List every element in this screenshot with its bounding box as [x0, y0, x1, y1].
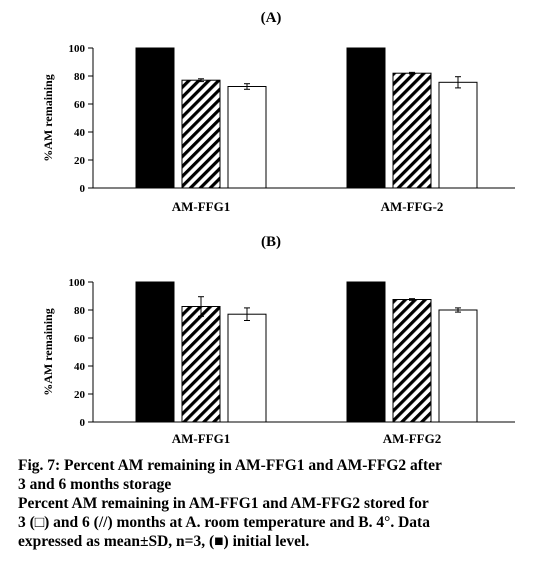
y-tick-label: 0: [80, 183, 86, 195]
bar-3: [438, 81, 478, 189]
caption-line-5: expressed as mean±SD, n=3, (■) initial l…: [18, 533, 310, 550]
bar-1: [135, 281, 175, 423]
bar-2: [181, 306, 221, 423]
y-tick-label: 80: [74, 71, 86, 83]
bar-3: [227, 86, 267, 189]
caption-line-1: Fig. 7: Percent AM remaining in AM-FFG1 …: [18, 457, 442, 474]
y-axis-label: %AM remaining: [41, 308, 55, 395]
bar-1: [346, 47, 386, 189]
chart-panel-1: (A) 0 20 40 60 80 100 %AM remaining AM-FFG1 AM-FF…: [41, 10, 515, 214]
bar-3: [438, 309, 478, 423]
y-tick-label: 40: [74, 361, 86, 373]
caption-line-2: 3 and 6 months storage: [18, 476, 172, 493]
category-label: AM-FFG1: [172, 199, 230, 214]
bar-2: [392, 72, 432, 189]
y-tick-label: 20: [74, 389, 86, 401]
bar-1: [346, 281, 386, 423]
chart-title: (B): [261, 234, 281, 250]
caption-line-3: Percent AM remaining in AM-FFG1 and AM-F…: [18, 495, 429, 512]
bar-2: [392, 299, 432, 423]
figure-caption: Fig. 7: Percent AM remaining in AM-FFG1 …: [18, 456, 538, 551]
y-tick-label: 60: [74, 99, 86, 111]
chart-title: (A): [261, 10, 282, 26]
chart-panel-2: (B) 0 20 40 60 80 100 %AM remaining AM-FFG1 AM-FF…: [41, 234, 515, 446]
y-tick-label: 20: [74, 155, 86, 167]
y-tick-label: 0: [80, 417, 86, 429]
y-tick-label: 80: [74, 305, 86, 317]
category-label: AM-FFG2: [383, 431, 441, 446]
y-tick-label: 100: [69, 43, 86, 55]
bar-2: [181, 79, 221, 189]
bar-3: [227, 313, 267, 423]
y-axis-label: %AM remaining: [41, 74, 55, 161]
category-label: AM-FFG-2: [381, 199, 444, 214]
figure: (A) 0 20 40 60 80 100 %AM remaining AM-FFG1 AM-FF…: [41, 10, 515, 446]
category-label: AM-FFG1: [172, 431, 230, 446]
y-tick-label: 100: [69, 277, 86, 289]
y-tick-label: 40: [74, 127, 86, 139]
chart-panels: (A) 0 20 40 60 80 100 %AM remaining AM-FFG1 AM-FF…: [41, 10, 515, 446]
y-tick-label: 60: [74, 333, 86, 345]
bar-1: [135, 47, 175, 189]
caption-line-4: 3 (□) and 6 (//) months at A. room tempe…: [18, 514, 430, 531]
